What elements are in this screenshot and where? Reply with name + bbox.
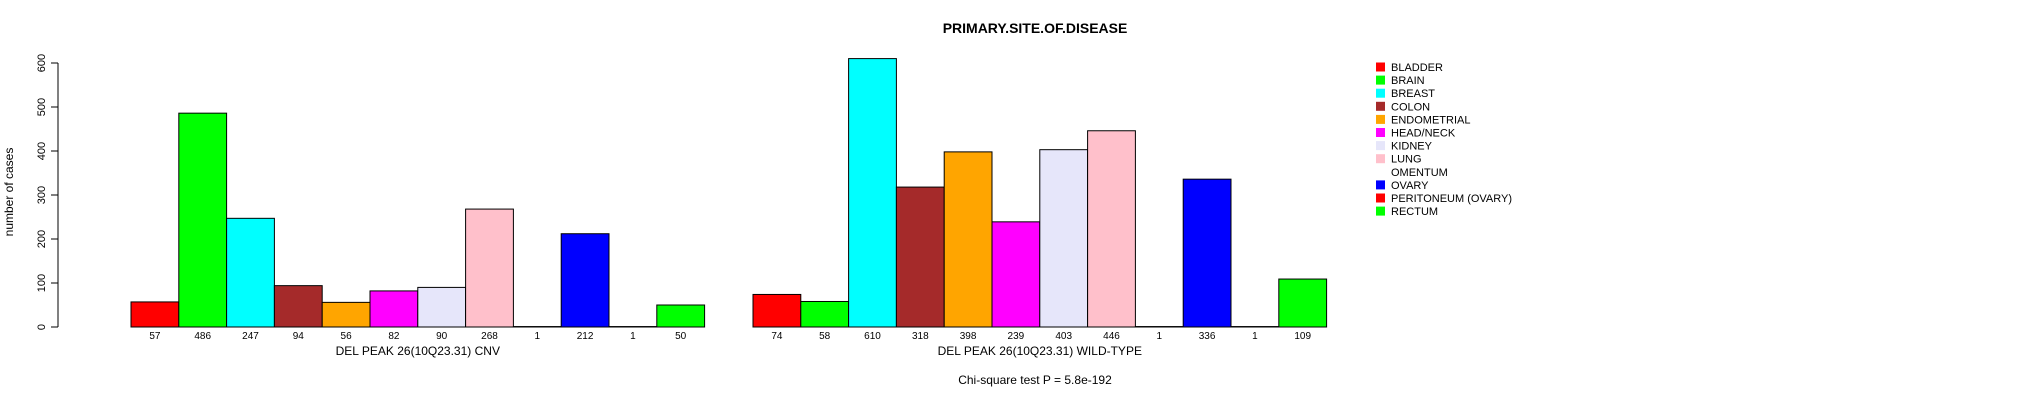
bar-count-label: 610	[864, 331, 881, 342]
bar	[657, 305, 705, 327]
bar	[561, 234, 609, 327]
y-tick-label: 300	[36, 186, 48, 204]
legend-label: BRAIN	[1391, 75, 1425, 87]
bar-count-label: 90	[436, 331, 448, 342]
chart-title: PRIMARY.SITE.OF.DISEASE	[943, 20, 1128, 36]
bar	[322, 302, 370, 327]
legend-swatch	[1376, 194, 1385, 203]
bar	[896, 187, 944, 327]
bar	[1183, 179, 1231, 327]
bar-count-label: 239	[1008, 331, 1025, 342]
bar	[274, 286, 322, 327]
bar	[1279, 279, 1327, 327]
y-tick-label: 0	[36, 324, 48, 330]
bar-count-label: 318	[912, 331, 929, 342]
legend-label: KIDNEY	[1391, 141, 1433, 153]
bar-count-label: 58	[819, 331, 831, 342]
bar	[992, 222, 1040, 327]
chi-square-footnote: Chi-square test P = 5.8e-192	[958, 373, 1112, 387]
bar	[131, 302, 179, 327]
count-labels: 57 486 247 94 56 82 90 268 1 212 1 50 74 58 610 318 398 2…	[149, 331, 1311, 342]
legend-swatch	[1376, 207, 1385, 216]
y-tick-label: 200	[36, 230, 48, 248]
bar	[179, 113, 227, 327]
bar-count-label: 1	[1157, 331, 1163, 342]
legend-swatch	[1376, 180, 1385, 189]
bar-count-label: 1	[1252, 331, 1258, 342]
bar-count-label: 74	[771, 331, 783, 342]
y-tick-label: 100	[36, 274, 48, 292]
legend-swatch	[1376, 154, 1385, 163]
legend-label: RECTUM	[1391, 206, 1438, 218]
legend-label: LUNG	[1391, 154, 1422, 166]
y-tick-label: 500	[36, 98, 48, 116]
legend-label: ENDOMETRIAL	[1391, 114, 1470, 126]
bar	[849, 59, 897, 327]
bar-count-label: 1	[535, 331, 541, 342]
bar	[466, 209, 514, 327]
bar-count-label: 56	[341, 331, 353, 342]
bar	[1040, 150, 1088, 327]
bars	[131, 59, 1327, 327]
bar-count-label: 212	[577, 331, 594, 342]
bar-count-label: 486	[194, 331, 211, 342]
legend-label: COLON	[1391, 101, 1430, 113]
legend-label: OVARY	[1391, 180, 1429, 192]
bar-count-label: 336	[1199, 331, 1216, 342]
group-label-wild-type: DEL PEAK 26(10Q23.31) WILD-TYPE	[938, 344, 1142, 358]
legend-swatch	[1376, 63, 1385, 72]
legend-label: HEAD/NECK	[1391, 128, 1456, 140]
y-axis-label: number of cases	[2, 148, 16, 237]
bar-count-label: 247	[242, 331, 259, 342]
bar-count-label: 398	[960, 331, 977, 342]
bar-count-label: 82	[388, 331, 400, 342]
group-label-cnv: DEL PEAK 26(10Q23.31) CNV	[336, 344, 500, 358]
bar-count-label: 403	[1055, 331, 1072, 342]
legend-swatch	[1376, 89, 1385, 98]
y-tick-label: 400	[36, 142, 48, 160]
bar	[418, 287, 466, 327]
bar-count-label: 268	[481, 331, 498, 342]
legend-swatch	[1376, 115, 1385, 124]
legend-label: PERITONEUM (OVARY)	[1391, 193, 1512, 205]
bar-count-label: 94	[293, 331, 305, 342]
bar-count-label: 50	[675, 331, 687, 342]
legend-swatch	[1376, 141, 1385, 150]
bar	[753, 294, 801, 327]
bar	[370, 291, 418, 327]
bar	[1088, 131, 1136, 327]
legend-label: BREAST	[1391, 88, 1435, 100]
bar	[227, 218, 275, 327]
legend-swatch	[1376, 76, 1385, 85]
bar-count-label: 1	[630, 331, 636, 342]
bar	[801, 301, 849, 327]
legend-swatch	[1376, 102, 1385, 111]
y-tick-label: 600	[36, 54, 48, 72]
bar-count-label: 109	[1294, 331, 1311, 342]
bar	[944, 152, 992, 327]
legend-label: OMENTUM	[1391, 167, 1448, 179]
legend-label: BLADDER	[1391, 62, 1443, 74]
bar-count-label: 57	[149, 331, 161, 342]
y-axis: 0 100 200 300 400 500 600	[36, 54, 58, 330]
bar-count-label: 446	[1103, 331, 1120, 342]
legend-swatch	[1376, 167, 1385, 176]
legend-swatch	[1376, 128, 1385, 137]
